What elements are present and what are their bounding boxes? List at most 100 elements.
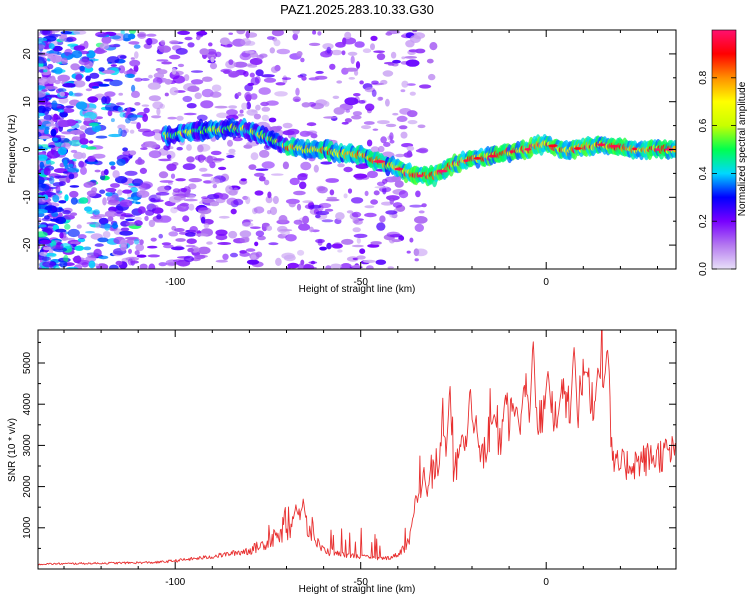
- spectrogram-noise-cell: [250, 93, 258, 100]
- spectrogram-noise-cell: [335, 212, 345, 221]
- snr-ticks: -100 -50 0 1000 2000 3000 4000 5000: [22, 330, 676, 588]
- colorbar-tick-label: 0.4: [698, 166, 709, 180]
- spectrogram-noise-cell: [119, 216, 125, 220]
- spectrogram-noise-cell: [137, 206, 146, 214]
- spectrogram-noise-cell: [180, 188, 188, 193]
- spectrogram-noise-cell: [215, 51, 222, 58]
- spectrogram-noise-cell: [62, 214, 75, 220]
- spectrogram-noise-cell: [42, 243, 51, 248]
- spectrogram-noise-cell: [28, 119, 34, 122]
- spectrogram-noise-cell: [303, 264, 315, 269]
- spectrogram-noise-cell: [169, 54, 181, 60]
- spectrogram-noise-cell: [261, 74, 275, 78]
- spectrogram-noise-cell: [120, 227, 130, 232]
- spectrogram-noise-cell: [79, 125, 87, 130]
- spectrogram-noise-cell: [146, 33, 157, 37]
- spectrogram-noise-cell: [59, 34, 67, 42]
- spectrogram-noise-cell: [226, 154, 235, 159]
- spectrogram-noise-cell: [244, 50, 255, 54]
- spectrogram-noise-cell: [101, 96, 107, 105]
- spectrogram-noise-cell: [271, 30, 284, 37]
- spectrogram-noise-cell: [144, 215, 149, 222]
- spectrogram-noise-cell: [210, 150, 222, 156]
- spectrogram-noise-cell: [211, 84, 222, 92]
- spectrogram-noise-cell: [300, 57, 305, 63]
- spectrogram-noise-cell: [392, 59, 401, 64]
- spectrogram-noise-cell: [207, 194, 220, 200]
- spectrogram-noise-cell: [42, 107, 52, 112]
- spectrogram-noise-cell: [228, 32, 233, 35]
- spectrogram-noise-cell: [254, 190, 264, 196]
- spectrogram-noise-cell: [421, 203, 427, 208]
- spectrogram-noise-cell: [109, 79, 123, 87]
- spectrogram-noise-cell: [400, 89, 406, 93]
- spectrogram-noise-cell: [248, 164, 257, 170]
- spectrogram-noise-cell: [69, 190, 79, 198]
- spectrogram-noise-cell: [58, 137, 70, 143]
- spectrogram-noise-cell: [270, 66, 279, 73]
- spectrogram-noise-cell: [55, 228, 67, 233]
- spectrogram-noise-cell: [176, 146, 183, 151]
- spectrogram-noise-cell: [166, 163, 177, 172]
- spectrogram-noise-cell: [391, 239, 402, 243]
- spectrogram-ridge-peak: [488, 154, 497, 158]
- spectrogram-noise-cell: [105, 187, 117, 193]
- snr-series-layer: [38, 330, 676, 566]
- spectrogram-noise-cell: [59, 232, 64, 239]
- spectrogram-noise-cell: [417, 124, 426, 129]
- spectrogram-noise-cell: [331, 243, 343, 249]
- spectrogram-noise-cell: [373, 50, 385, 53]
- spectrogram-noise-cell: [46, 50, 55, 54]
- spectrogram-noise-cell: [337, 249, 343, 253]
- spectrogram-noise-cell: [428, 73, 436, 81]
- spectrogram-noise-cell: [73, 45, 86, 51]
- spectrogram-noise-cell: [344, 67, 359, 72]
- spectrogram-noise-cell: [70, 130, 84, 135]
- spectrogram-noise-cell: [344, 97, 359, 106]
- spectrogram-noise-cell: [246, 109, 258, 116]
- spectrogram-noise-cell: [50, 128, 57, 137]
- spectrogram-noise-cell: [244, 236, 250, 243]
- spectrogram-noise-cell: [44, 128, 49, 135]
- spectrogram-noise-cell: [371, 89, 377, 97]
- spectrogram-noise-cell: [61, 237, 75, 241]
- spectrogram-noise-cell: [173, 195, 186, 201]
- spectrogram-noise-cell: [109, 35, 122, 40]
- spectrogram-noise-cell: [354, 70, 359, 76]
- spectrogram-noise-cell: [245, 248, 256, 252]
- spectrogram-noise-cell: [241, 102, 248, 111]
- spectrogram-noise-cell: [38, 208, 48, 214]
- spectrogram-noise-cell: [388, 63, 395, 66]
- spectrogram-noise-cell: [125, 221, 136, 227]
- spectrogram-ridge-peak: [632, 147, 637, 151]
- spectrogram-noise-cell: [124, 170, 138, 176]
- spectrogram-noise-cell: [325, 198, 340, 202]
- spectrogram-noise-cell: [128, 248, 132, 254]
- spectrogram-noise-cell: [259, 149, 270, 158]
- spectrogram-noise-cell: [389, 139, 395, 144]
- spectrogram-noise-cell: [104, 223, 110, 231]
- spectrogram-noise-cell: [197, 144, 204, 153]
- spectrogram-noise-cell: [308, 261, 318, 264]
- spectrogram-noise-cell: [377, 120, 390, 125]
- spectrogram-noise-cell: [108, 133, 122, 138]
- spectrogram-noise-cell: [312, 30, 317, 35]
- snr-series-line: [38, 330, 676, 566]
- spectrogram-noise-cell: [99, 189, 106, 194]
- spectrogram-noise-cell: [85, 146, 97, 150]
- spectrogram-noise-cell: [68, 139, 83, 147]
- spectrogram-noise-cell: [87, 96, 99, 103]
- spectrogram-noise-cell: [228, 73, 239, 78]
- spectrogram-noise-cell: [367, 244, 380, 248]
- spectrogram-noise-cell: [45, 252, 57, 257]
- spectrogram-noise-cell: [408, 49, 418, 53]
- spectrogram-noise-cell: [75, 74, 83, 81]
- spectrogram-noise-cell: [131, 90, 140, 98]
- spectrogram-noise-cell: [169, 40, 180, 45]
- spectrogram-noise-cell: [215, 229, 228, 236]
- spectrogram-noise-cell: [255, 104, 261, 111]
- spectrogram-noise-cell: [212, 158, 225, 161]
- spectrogram-noise-cell: [76, 224, 82, 229]
- spectrogram-noise-cell: [96, 83, 110, 87]
